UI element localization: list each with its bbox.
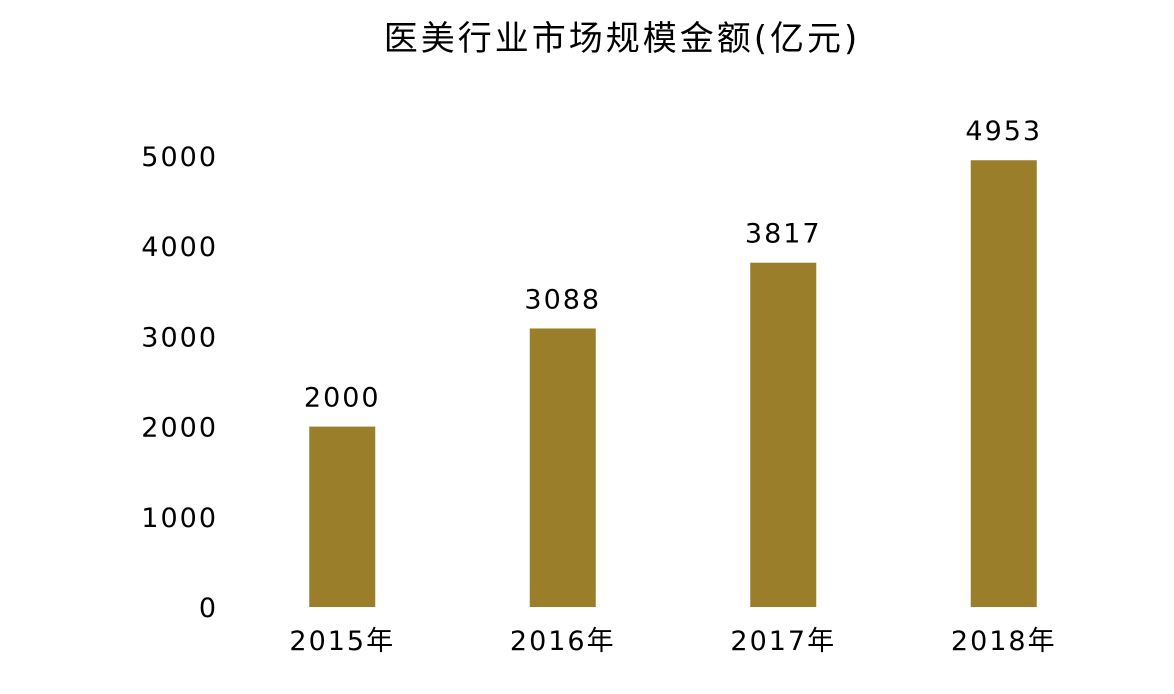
data-labels: 2000 3088 3817 4953 [304, 116, 1042, 414]
x-axis: 2015年 2016年 2017年 2018年 [289, 626, 1057, 657]
y-tick-label: 4000 [141, 232, 218, 263]
x-category-label: 2015年 [289, 626, 395, 657]
chart-title: 医美行业市场规模金额(亿元) [384, 19, 861, 59]
bar [529, 328, 596, 607]
y-tick-label: 1000 [141, 503, 218, 534]
y-axis: 0 1000 2000 3000 4000 5000 [141, 142, 218, 624]
bar [309, 426, 376, 607]
bars [309, 160, 1037, 608]
x-category-label: 2016年 [510, 626, 616, 657]
bar-value-label: 3088 [524, 284, 601, 315]
bar-value-label: 4953 [965, 116, 1042, 147]
bar-value-label: 3817 [745, 219, 822, 250]
y-tick-label: 2000 [141, 413, 218, 444]
x-category-label: 2017年 [730, 626, 836, 657]
bar [750, 262, 817, 607]
y-tick-label: 5000 [141, 142, 218, 173]
bar-value-label: 2000 [304, 383, 381, 414]
bar [970, 160, 1037, 608]
x-category-label: 2018年 [951, 626, 1057, 657]
y-tick-label: 0 [199, 593, 218, 624]
y-tick-label: 3000 [141, 322, 218, 353]
